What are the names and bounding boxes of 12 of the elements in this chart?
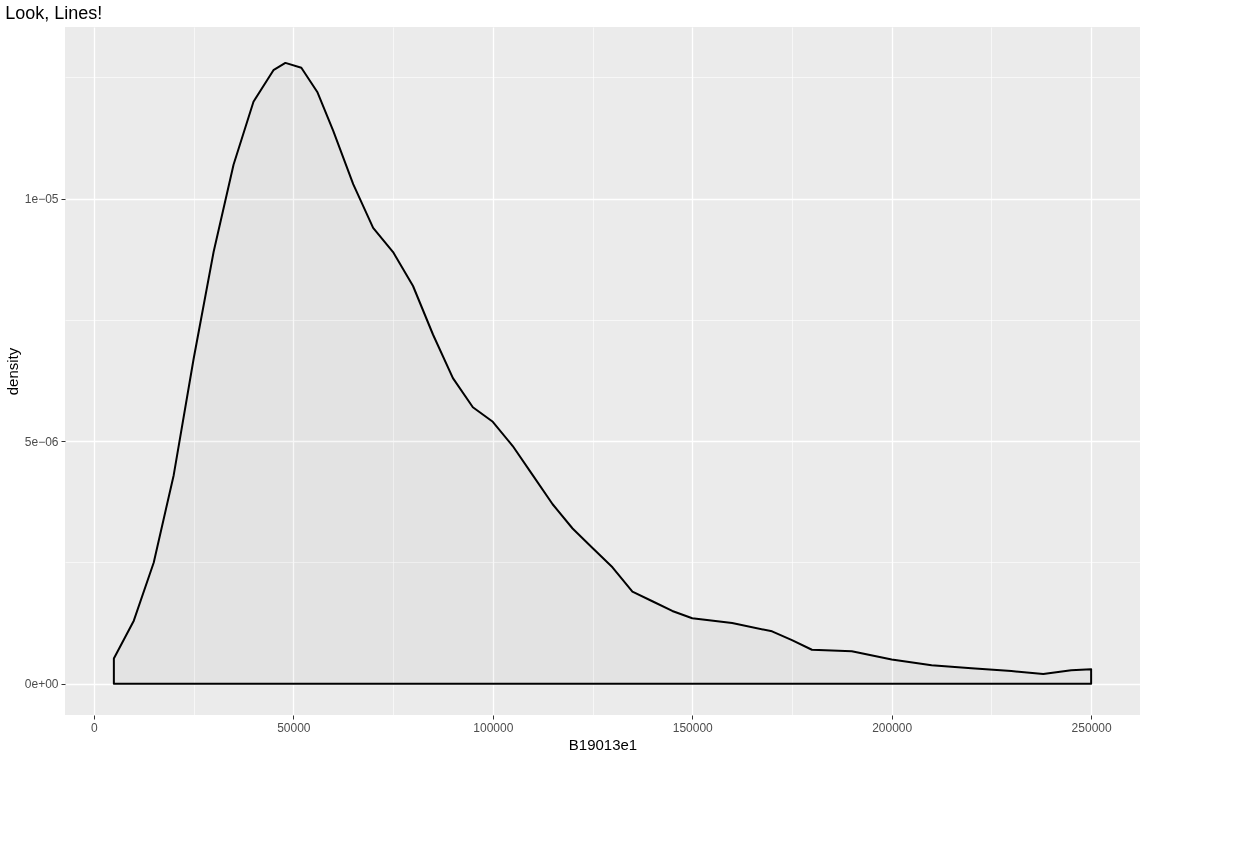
x-tick-label: 150000 — [672, 720, 714, 735]
y-axis-title: density — [3, 347, 21, 396]
y-tick-label: 5e−06 — [24, 434, 59, 449]
y-tick-label: 0e+00 — [24, 677, 59, 692]
chart-title: Look, Lines! — [5, 3, 103, 23]
x-tick-label: 200000 — [872, 720, 913, 735]
x-tick-label: 250000 — [1071, 720, 1112, 735]
x-tick-label: 0 — [91, 720, 99, 735]
x-tick-label: 100000 — [473, 720, 514, 735]
x-tick-label: 50000 — [277, 720, 311, 735]
y-tick-label: 1e−05 — [24, 192, 59, 207]
x-axis-title: B19013e1 — [568, 735, 638, 753]
